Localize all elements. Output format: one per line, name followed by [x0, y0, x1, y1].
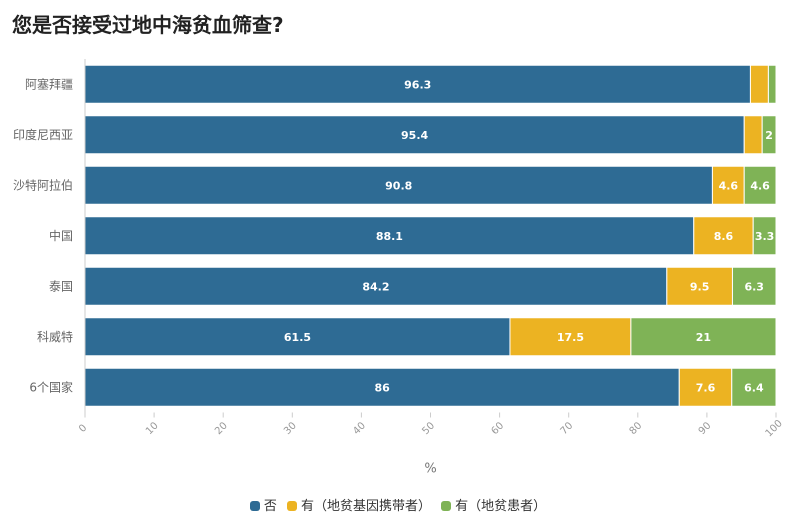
category-label: 阿塞拜疆 [25, 76, 73, 91]
data-label: 61.5 [284, 331, 311, 344]
x-tick-label: 0 [77, 423, 89, 435]
x-tick-label: 70 [559, 420, 576, 437]
x-tick-label: 60 [489, 420, 506, 437]
data-label: 7.6 [696, 381, 716, 394]
data-label: 17.5 [557, 331, 584, 344]
x-tick-label: 90 [697, 420, 714, 437]
data-label: 9.5 [690, 280, 710, 293]
bar-segment-patient [630, 317, 777, 357]
x-tick-label: 20 [213, 420, 230, 437]
legend-item-patient[interactable]: 有（地贫患者） [441, 495, 546, 514]
bar-segment-patient [731, 367, 777, 407]
bar-segment-carrier [749, 64, 769, 104]
bar-segment-patient [743, 165, 777, 205]
bar-segment-carrier [711, 165, 745, 205]
x-tick-label: 80 [628, 420, 645, 437]
legend-label-no: 否 [263, 499, 277, 514]
data-label: 86 [374, 381, 390, 394]
category-label: 泰国 [49, 279, 73, 293]
bar-segment-no [84, 216, 695, 256]
data-label: 88.1 [376, 230, 403, 243]
legend-swatch-no [249, 501, 260, 511]
bar-segment-no [84, 367, 680, 407]
data-label: 6.4 [744, 381, 764, 394]
stacked-bar-chart: 阿塞拜疆 96.3 印度尼西亚 95.4 2 沙特阿拉伯 90.8 4.6 4.6 中国 88.1 8… [13, 59, 785, 477]
data-label: 4.6 [719, 179, 739, 192]
data-label: 2 [765, 129, 773, 142]
bar-segment-patient [731, 266, 777, 306]
data-label: 84.2 [362, 280, 389, 293]
bar-segment-carrier [678, 367, 733, 407]
data-label: 90.8 [385, 179, 412, 192]
data-label: 21 [696, 331, 711, 344]
data-label: 6.3 [744, 280, 764, 293]
data-label: 8.6 [714, 230, 734, 243]
chart-title: 您是否接受过地中海贫血筛查? [12, 13, 284, 37]
bar-segment-carrier [666, 266, 733, 306]
category-label: 科威特 [37, 329, 73, 344]
data-label: 95.4 [401, 129, 428, 142]
x-tick-label: 10 [144, 420, 161, 437]
bar-segment-no [84, 266, 668, 306]
bar-segment-no [84, 317, 511, 357]
data-label: 96.3 [404, 78, 431, 91]
legend-label-carrier: 有（地贫基因携带者） [300, 499, 431, 514]
bar-segment-carrier [693, 216, 754, 256]
category-label: 印度尼西亚 [13, 127, 73, 142]
chart-legend: 否 有（地贫基因携带者） 有（地贫患者） [0, 495, 796, 514]
legend-swatch-patient [441, 501, 452, 511]
data-label: 3.3 [755, 230, 775, 243]
bar-segment-no [84, 64, 751, 104]
legend-item-no[interactable]: 否 [249, 495, 277, 514]
category-label: 6个国家 [29, 379, 73, 394]
bar-segment-patient [767, 64, 777, 104]
x-tick-label: 40 [351, 420, 368, 437]
bar-segment-patient [761, 115, 777, 155]
data-label: 4.6 [750, 179, 770, 192]
legend-label-patient: 有（地贫患者） [455, 499, 547, 514]
x-tick-label: 50 [420, 420, 437, 437]
bar-segment-carrier [743, 115, 763, 155]
x-axis-title: % [424, 462, 436, 477]
x-tick-label: 100 [764, 418, 785, 439]
category-label: 中国 [49, 228, 73, 243]
legend-item-carrier[interactable]: 有（地贫基因携带者） [286, 495, 431, 514]
bar-segment-no [84, 115, 745, 155]
category-label: 沙特阿拉伯 [13, 177, 73, 192]
bar-segment-patient [752, 216, 777, 256]
legend-swatch-carrier [286, 501, 297, 511]
x-tick-label: 30 [282, 420, 299, 437]
